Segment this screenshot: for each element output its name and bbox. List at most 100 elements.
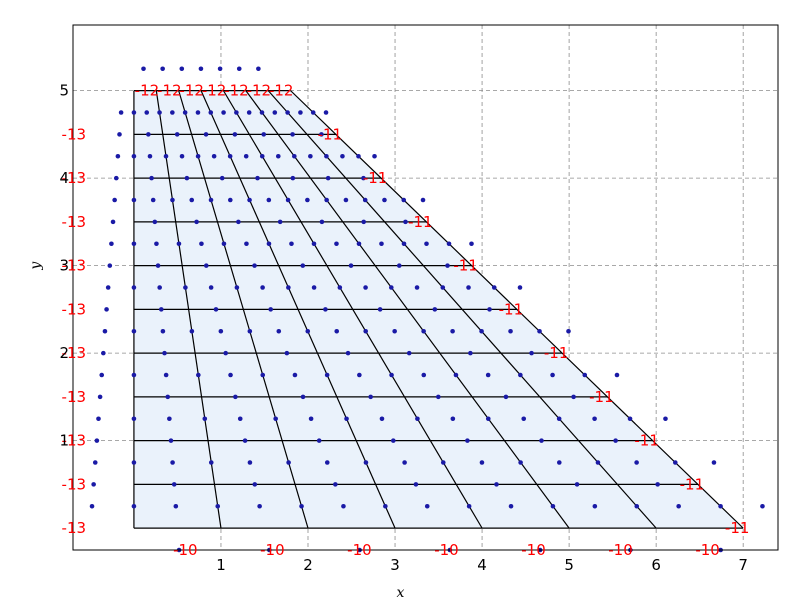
mesh-point (94, 438, 100, 443)
mesh-point (110, 219, 116, 225)
mesh-point (228, 372, 233, 378)
mesh-point (414, 285, 420, 290)
mesh-column-line (200, 90, 396, 529)
mesh-point (311, 285, 317, 290)
mesh-point (344, 416, 349, 422)
mesh-point (92, 460, 98, 465)
mesh-point (89, 503, 95, 509)
mesh-point (450, 416, 456, 422)
boundary-label-top: -12 (179, 82, 204, 100)
mesh-point (305, 328, 311, 334)
mesh-point (107, 263, 113, 268)
mesh-point (96, 416, 101, 422)
mesh-point (324, 197, 329, 203)
mesh-point (203, 132, 209, 137)
mesh-point (363, 460, 369, 465)
mesh-point (383, 503, 388, 509)
mesh-point (503, 394, 509, 400)
mesh-point (203, 263, 209, 268)
mesh-point (334, 241, 339, 247)
boundary-label-left: -13 (62, 432, 87, 450)
mesh-point (196, 372, 201, 378)
mesh-point (266, 197, 272, 203)
mesh-column-line (267, 90, 657, 529)
mesh-point (469, 241, 474, 247)
mesh-point (466, 503, 472, 509)
boundary-label-bottom: -10 (608, 541, 633, 559)
mesh-point (292, 372, 298, 378)
mesh-column-line (155, 90, 222, 529)
mesh-point (233, 394, 238, 400)
mesh-point (179, 153, 185, 159)
mesh-point (356, 241, 362, 247)
mesh-point (286, 460, 291, 465)
mesh-point (300, 263, 306, 268)
mesh-point (517, 285, 523, 290)
mesh-point (389, 372, 394, 378)
mesh-point (268, 307, 273, 312)
mesh-point (345, 350, 351, 356)
mesh-point (198, 66, 204, 72)
boundary-label-top: -12 (224, 82, 249, 100)
mesh-point (289, 241, 294, 247)
x-tick-label: 7 (738, 556, 748, 574)
mesh-point (255, 175, 260, 181)
mesh-point (170, 197, 175, 203)
mesh-point (415, 416, 420, 422)
mesh-point (157, 285, 162, 290)
mesh-point (613, 438, 618, 443)
boundary-label-left: -13 (62, 388, 87, 406)
mesh-point (141, 66, 146, 72)
mesh-point (115, 153, 121, 159)
mesh-point (102, 328, 108, 334)
mesh-point (208, 110, 214, 115)
mesh-point (341, 503, 346, 509)
mesh-point (208, 197, 214, 203)
mesh-point (305, 197, 310, 203)
mesh-point (101, 350, 106, 356)
mesh-point (243, 153, 249, 159)
mesh-point (259, 153, 265, 159)
mesh-point (343, 197, 349, 203)
boundary-label-right: -11 (499, 300, 523, 318)
mesh-point (179, 66, 185, 72)
boundary-label-right: -11 (453, 257, 478, 275)
boundary-label-top: -12 (247, 82, 272, 100)
mesh-point (273, 416, 278, 422)
mesh-point (131, 503, 137, 509)
mesh-point (718, 503, 723, 509)
mesh-point (379, 241, 384, 247)
boundary-label-right: -11 (680, 475, 705, 493)
mesh-point (468, 350, 473, 356)
mesh-point (189, 328, 195, 334)
mesh-point (221, 241, 227, 247)
mesh-point (131, 328, 137, 334)
mesh-point (189, 197, 195, 203)
mesh-point (211, 153, 217, 159)
mesh-point (521, 416, 527, 422)
mesh-point (518, 372, 523, 378)
mesh-point (285, 197, 291, 203)
boundary-label-bottom: -10 (434, 541, 459, 559)
mesh-point (131, 241, 137, 247)
mesh-point (217, 66, 223, 72)
mesh-point (247, 460, 253, 465)
mesh-point (237, 416, 243, 422)
boundary-label-left: -13 (62, 344, 87, 362)
mesh-point (316, 438, 322, 443)
mesh-point (487, 307, 492, 312)
mesh-point (292, 153, 297, 159)
mesh-point (348, 263, 354, 268)
mesh-point (550, 372, 555, 378)
mesh-point (421, 328, 426, 334)
mesh-point (234, 110, 239, 115)
mesh-point (236, 219, 241, 225)
mesh-point (150, 197, 156, 203)
mesh-point (401, 241, 407, 247)
boundary-label-left: -13 (62, 300, 87, 318)
mesh-point (614, 372, 620, 378)
mesh-point (208, 460, 214, 465)
mesh-point (286, 285, 291, 290)
x-tick-label: 1 (216, 556, 226, 574)
mesh-point (131, 372, 137, 378)
